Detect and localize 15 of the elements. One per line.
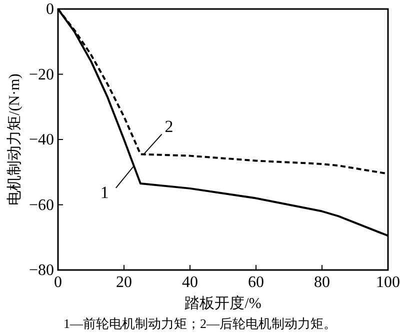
y-tick-label: 0 [46,1,54,18]
y-tick-label: −40 [28,132,54,148]
y-tick-label: −80 [28,262,54,279]
x-tick-label: 20 [116,274,132,291]
x-tick-label: 60 [248,274,264,291]
text: 1—前轮电机制动力矩；2—后轮电机制动力矩。 [64,316,336,331]
y-tick-label: −20 [28,66,54,84]
x-axis-title: 踏板开度/% [184,295,262,312]
legend-label: 1 [100,182,109,202]
x-tick-label: 40 [182,274,198,291]
y-axis-title: 电机制动力矩/(N·m) [6,74,23,206]
x-tick-label: 100 [376,274,400,291]
y-tick-label: −60 [28,196,54,214]
x-tick-label: 80 [314,274,330,291]
series-label: 2 [164,117,174,136]
